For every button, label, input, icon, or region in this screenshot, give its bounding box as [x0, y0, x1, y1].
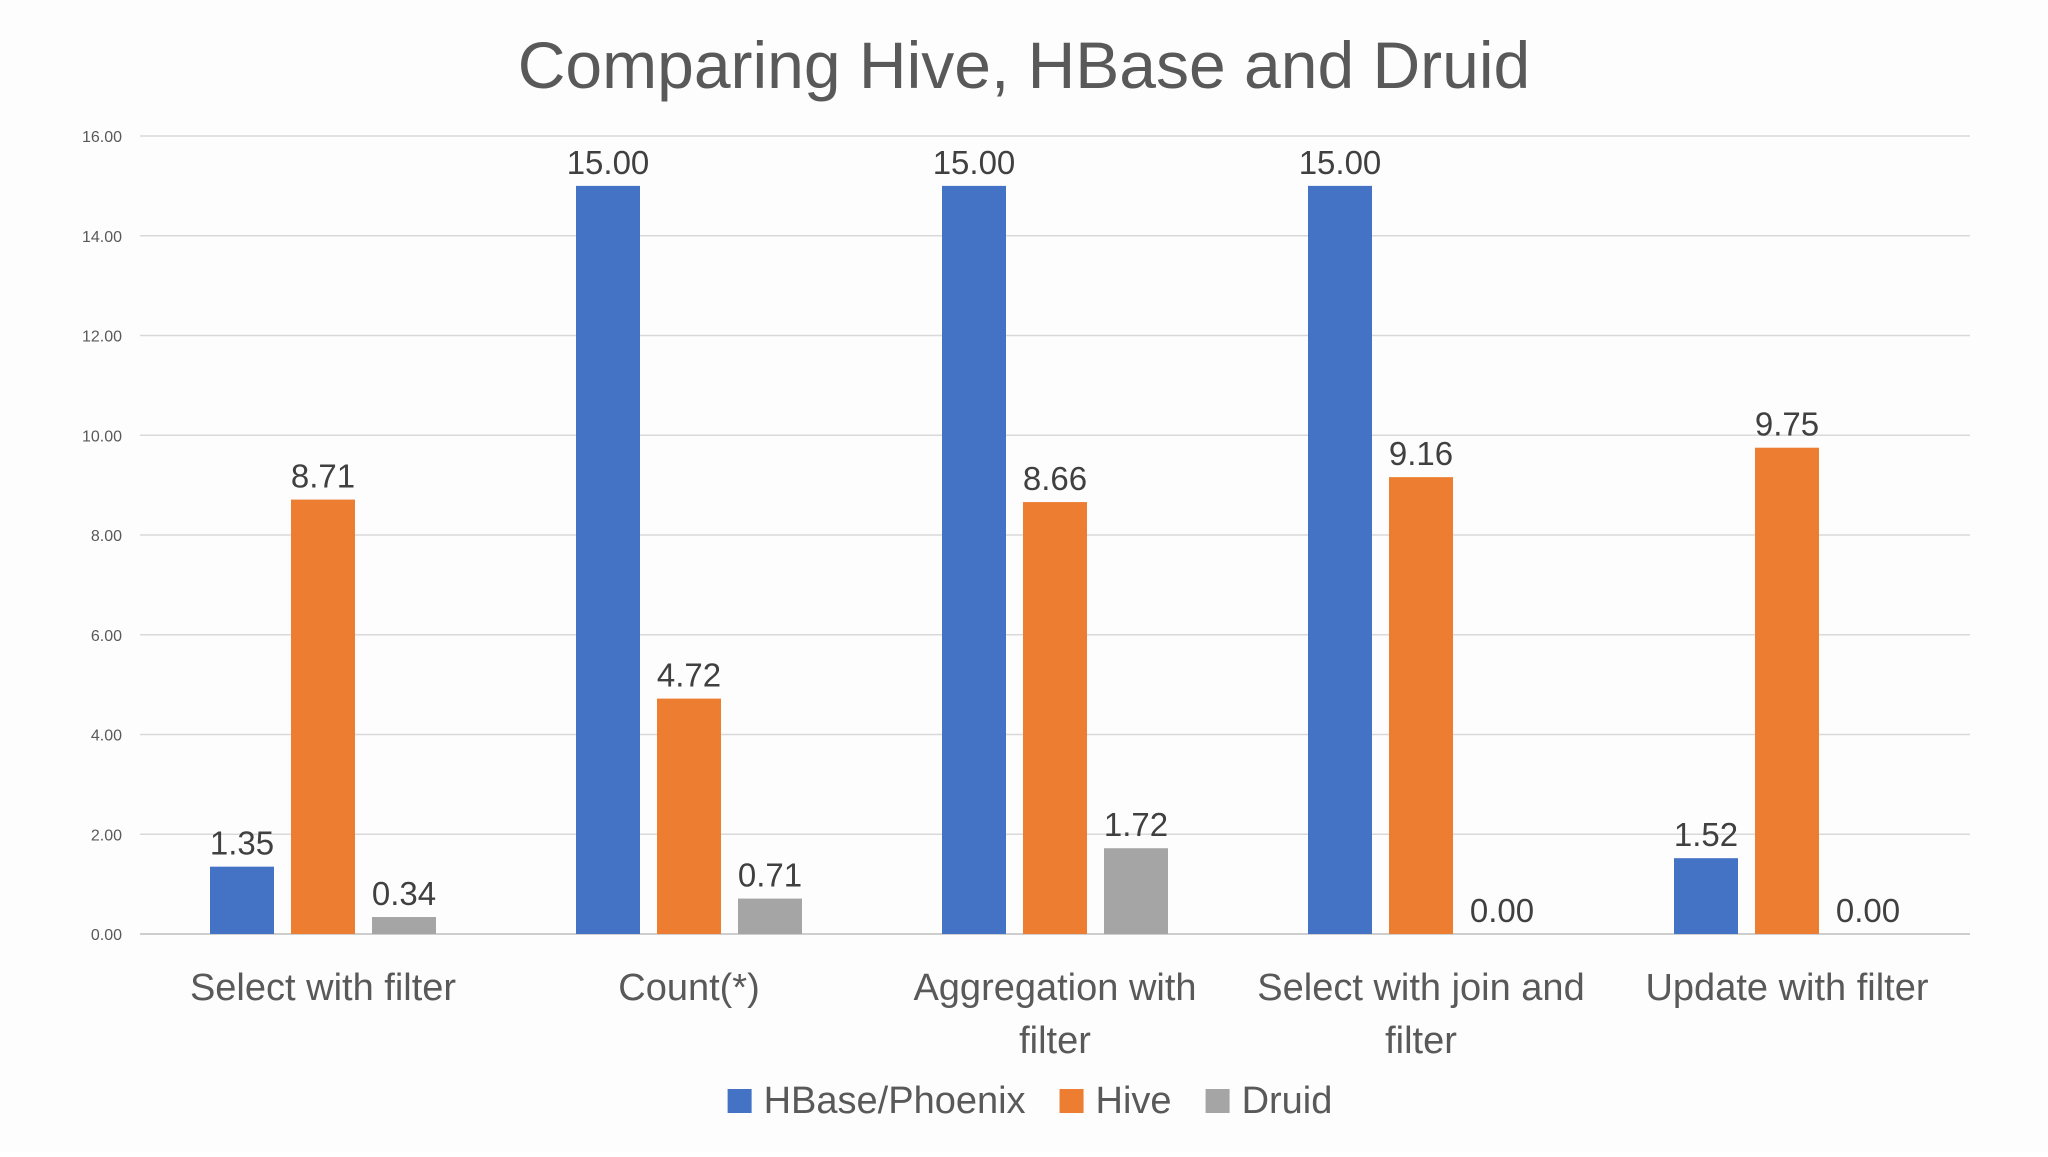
data-label: 8.71: [291, 458, 355, 495]
legend-swatch: [1205, 1089, 1230, 1113]
bar-druid: [738, 898, 802, 934]
bar-hbase-phoenix: [1308, 185, 1372, 934]
data-label: 0.00: [1470, 892, 1534, 929]
bars: [210, 185, 1819, 934]
y-tick-label: 6.00: [91, 628, 122, 645]
legend-label: HBase/Phoenix: [764, 1080, 1026, 1122]
data-labels: 1.35 8.71 0.34 15.00 4.72 0.71 15.00 8.66 1.72 15…: [210, 144, 1900, 929]
x-tick-label: filter: [1385, 1020, 1457, 1062]
x-axis: Select with filter Count(*) Aggregation wi…: [190, 967, 1929, 1062]
x-tick-label: Select with filter: [190, 967, 456, 1009]
legend: HBase/Phoenix Hive Druid: [727, 1080, 1333, 1122]
data-label: 8.66: [1023, 460, 1087, 497]
data-label: 4.72: [657, 657, 721, 694]
legend-label: Hive: [1096, 1080, 1172, 1122]
y-tick-label: 14.00: [82, 229, 122, 246]
data-label: 0.71: [738, 857, 802, 894]
bar-druid: [372, 917, 436, 934]
x-tick-label: Aggregation with: [913, 967, 1196, 1009]
chart-title: Comparing Hive, HBase and Druid: [518, 28, 1530, 102]
bar-hive: [1389, 477, 1453, 934]
bar-hive: [1755, 447, 1819, 934]
bar-hive: [291, 499, 355, 934]
y-tick-label: 4.00: [91, 728, 122, 745]
bar-hbase-phoenix: [576, 185, 640, 934]
y-tick-label: 16.00: [82, 129, 122, 146]
y-tick-label: 10.00: [82, 428, 122, 445]
bar-hbase-phoenix: [942, 185, 1006, 934]
data-label: 1.35: [210, 825, 274, 862]
data-label: 9.16: [1389, 435, 1453, 472]
data-label: 0.34: [372, 875, 436, 912]
y-axis: 0.00 2.00 4.00 6.00 8.00 10.00 12.00 14.00 16.00: [82, 129, 122, 944]
y-tick-label: 8.00: [91, 528, 122, 545]
legend-swatch: [1059, 1089, 1084, 1113]
data-label: 1.72: [1104, 806, 1168, 843]
legend-label: Druid: [1242, 1080, 1333, 1122]
x-tick-label: filter: [1019, 1020, 1091, 1062]
x-tick-label: Count(*): [618, 967, 760, 1009]
data-label: 1.52: [1674, 816, 1738, 853]
bar-hive: [657, 698, 721, 934]
bar-druid: [1104, 848, 1168, 934]
y-tick-label: 0.00: [91, 927, 122, 944]
bar-hbase-phoenix: [1674, 858, 1738, 934]
x-tick-label: Update with filter: [1645, 967, 1928, 1009]
legend-swatch: [727, 1089, 752, 1113]
data-label: 0.00: [1836, 892, 1900, 929]
y-tick-label: 2.00: [91, 827, 122, 844]
y-tick-label: 12.00: [82, 329, 122, 346]
x-tick-label: Select with join and: [1257, 967, 1584, 1009]
data-label: 15.00: [567, 144, 650, 181]
data-label: 9.75: [1755, 406, 1819, 443]
bar-hbase-phoenix: [210, 866, 274, 934]
data-label: 15.00: [1299, 144, 1382, 181]
data-label: 15.00: [933, 144, 1016, 181]
bar-hive: [1023, 502, 1087, 934]
